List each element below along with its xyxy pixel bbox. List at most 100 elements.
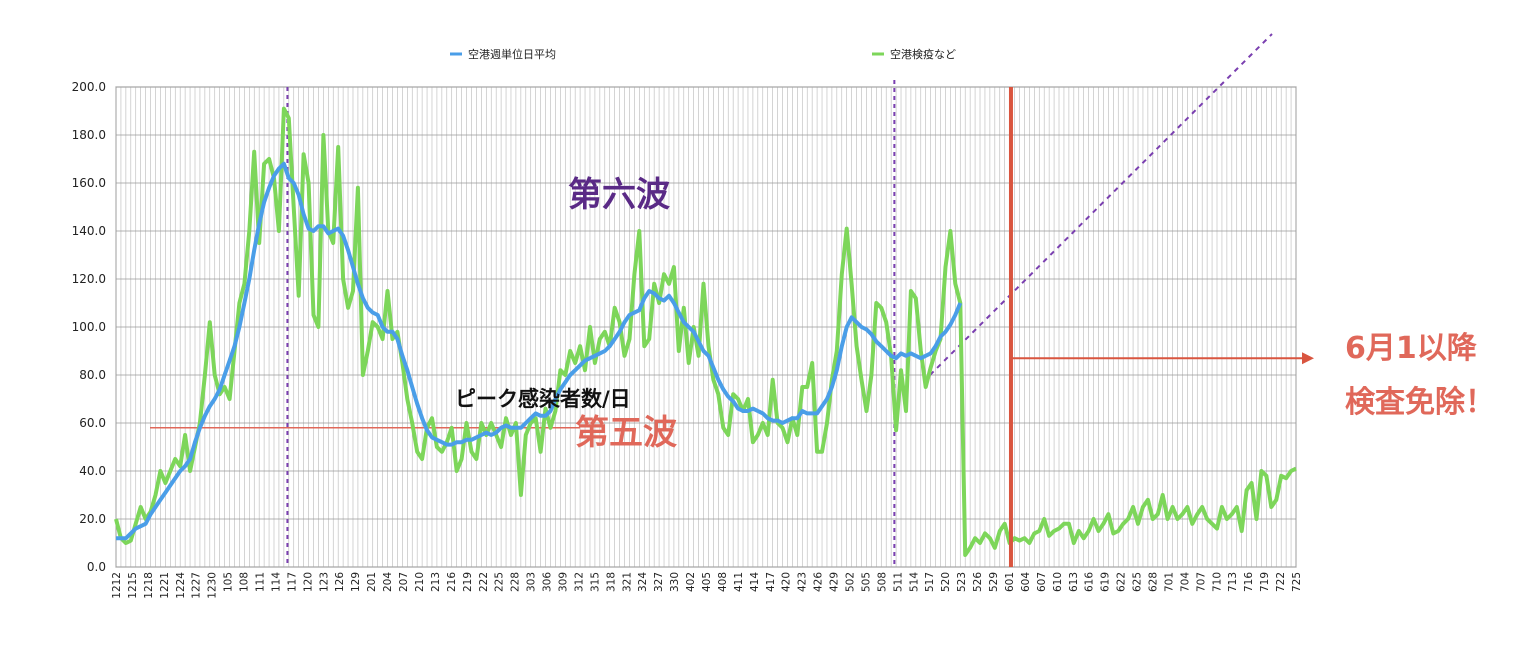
x-tick-label: 604 [1020, 572, 1032, 592]
annotation-peak: ピーク感染者数/日 [455, 387, 631, 411]
x-tick-label: 327 [653, 572, 665, 592]
x-tick-label: 719 [1259, 572, 1271, 592]
x-tick-label: 123 [318, 572, 330, 592]
annotation-side-line1: 6月1以降 [1345, 331, 1478, 366]
x-tick-label: 502 [845, 572, 857, 592]
x-tick-label: 613 [1068, 572, 1080, 592]
x-tick-label: 207 [398, 572, 410, 592]
y-tick-label: 0.0 [87, 560, 106, 574]
x-tick-label: 622 [1116, 572, 1128, 592]
x-tick-label: 216 [446, 572, 458, 592]
legend: 空港週単位日平均 空港検疫など [450, 47, 956, 61]
x-tick-label: 628 [1147, 572, 1159, 592]
y-tick-label: 200.0 [72, 80, 106, 94]
legend-label-green: 空港検疫など [890, 47, 956, 61]
x-tick-label: 716 [1243, 572, 1255, 592]
x-tick-label: 105 [223, 572, 235, 592]
x-tick-label: 1215 [127, 572, 139, 599]
x-tick-label: 619 [1100, 572, 1112, 592]
x-tick-label: 126 [334, 572, 346, 592]
y-axis-ticks: 0.0 20.0 40.0 60.0 80.0 100.0 120.0 140.0 160.0 1… [72, 80, 106, 574]
grid-horizontal [116, 86, 1296, 568]
y-tick-label: 120.0 [72, 272, 106, 286]
purple-dashed-trend-line [929, 33, 1273, 376]
x-tick-label: 129 [350, 572, 362, 592]
arrow-head [1302, 352, 1314, 365]
x-tick-label: 1230 [207, 572, 219, 599]
x-tick-label: 120 [302, 572, 314, 592]
x-tick-label: 616 [1084, 572, 1096, 592]
x-tick-label: 405 [701, 572, 713, 592]
y-tick-label: 100.0 [72, 320, 106, 334]
x-tick-label: 1221 [159, 572, 171, 599]
x-tick-label: 225 [494, 572, 506, 592]
x-tick-label: 222 [478, 572, 490, 592]
y-tick-label: 140.0 [72, 224, 106, 238]
x-tick-label: 423 [797, 572, 809, 592]
x-tick-label: 710 [1211, 572, 1223, 592]
x-tick-label: 213 [430, 572, 442, 592]
x-tick-label: 610 [1052, 572, 1064, 592]
x-tick-label: 722 [1275, 572, 1287, 592]
y-tick-label: 160.0 [72, 176, 106, 190]
x-tick-label: 312 [573, 572, 585, 592]
y-tick-label: 60.0 [79, 416, 106, 430]
y-tick-label: 80.0 [79, 368, 106, 382]
series-line-weekly-average [116, 161, 963, 541]
x-tick-label: 429 [829, 572, 841, 592]
x-tick-label: 1224 [175, 572, 187, 599]
x-tick-label: 420 [781, 572, 793, 592]
annotation-side-line2: 検査免除！ [1345, 385, 1495, 420]
x-tick-label: 219 [462, 572, 474, 592]
x-tick-label: 725 [1291, 572, 1303, 592]
x-tick-label: 529 [988, 572, 1000, 592]
x-tick-label: 713 [1227, 572, 1239, 592]
x-tick-label: 514 [908, 572, 920, 592]
x-tick-label: 505 [860, 572, 872, 592]
x-tick-label: 1227 [191, 572, 203, 599]
x-tick-label: 318 [605, 572, 617, 592]
x-tick-label: 523 [956, 572, 968, 592]
y-tick-label: 20.0 [79, 512, 106, 526]
x-tick-label: 408 [717, 572, 729, 592]
x-tick-label: 210 [414, 572, 426, 592]
x-tick-label: 607 [1036, 572, 1048, 592]
annotation-wave5: 第五波 [575, 413, 677, 453]
x-tick-label: 330 [669, 572, 681, 592]
x-tick-label: 1218 [143, 572, 155, 599]
x-tick-label: 117 [286, 572, 298, 592]
x-tick-label: 426 [813, 572, 825, 592]
x-tick-label: 1212 [111, 572, 123, 599]
annotation-wave6: 第六波 [568, 175, 670, 215]
x-tick-label: 309 [557, 572, 569, 592]
x-tick-label: 306 [542, 572, 554, 592]
x-tick-label: 303 [526, 572, 538, 592]
x-tick-label: 411 [733, 572, 745, 592]
legend-label-blue: 空港週単位日平均 [468, 47, 556, 61]
x-tick-label: 526 [972, 572, 984, 592]
x-tick-label: 228 [510, 572, 522, 592]
x-tick-label: 417 [765, 572, 777, 592]
x-tick-label: 324 [637, 572, 649, 592]
series-line-airport-quarantine [114, 106, 1297, 557]
x-tick-label: 508 [876, 572, 888, 592]
x-tick-label: 414 [749, 572, 761, 592]
x-tick-label: 601 [1004, 572, 1016, 592]
x-tick-label: 707 [1195, 572, 1207, 592]
x-tick-label: 321 [621, 572, 633, 592]
x-tick-label: 625 [1132, 572, 1144, 592]
x-tick-label: 704 [1179, 572, 1191, 592]
x-tick-label: 520 [940, 572, 952, 592]
y-tick-label: 40.0 [79, 464, 106, 478]
x-tick-label: 108 [239, 572, 251, 592]
y-tick-label: 180.0 [72, 128, 106, 142]
x-tick-label: 517 [924, 572, 936, 592]
x-tick-label: 204 [382, 572, 394, 592]
x-axis-ticks: 1212 1215 1218 1221 1224 1227 1230 105 108 111 114… [111, 572, 1303, 599]
x-tick-label: 201 [366, 572, 378, 592]
x-tick-label: 315 [589, 572, 601, 592]
x-tick-label: 701 [1163, 572, 1175, 592]
x-tick-label: 111 [255, 572, 267, 592]
x-tick-label: 114 [270, 572, 282, 592]
